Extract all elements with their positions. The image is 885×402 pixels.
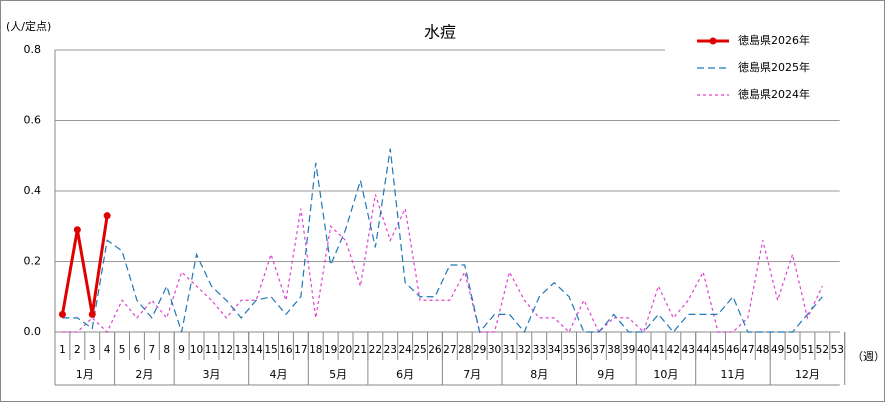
series-line [62, 148, 823, 334]
month-label: 10月 [653, 368, 678, 381]
x-tick-label: 24 [398, 344, 412, 356]
x-tick-label: 49 [771, 344, 784, 356]
x-tick-label: 29 [473, 344, 486, 356]
x-tick-label: 14 [249, 344, 263, 356]
x-tick-label: 18 [309, 344, 322, 356]
month-label: 7月 [463, 368, 481, 381]
x-tick-label: 21 [354, 344, 367, 356]
x-tick-label: 12 [220, 344, 233, 356]
month-label: 2月 [135, 368, 153, 381]
x-tick-label: 19 [324, 344, 337, 356]
x-tick-label: 23 [384, 344, 397, 356]
x-tick-label: 7 [149, 344, 156, 356]
x-tick-label: 13 [235, 344, 248, 356]
x-tick-label: 10 [190, 344, 203, 356]
x-tick-label: 32 [518, 344, 531, 356]
y-tick-label: 0.2 [24, 255, 42, 268]
x-tick-label: 52 [816, 344, 829, 356]
x-tick-label: 26 [428, 344, 442, 356]
y-axis-label: (人/定点) [6, 19, 51, 33]
month-label: 9月 [597, 368, 615, 381]
month-label: 8月 [530, 368, 548, 381]
month-label: 11月 [720, 368, 745, 381]
x-tick-label: 34 [547, 344, 561, 356]
x-tick-label: 28 [458, 344, 471, 356]
x-tick-label: 39 [622, 344, 635, 356]
x-axis-label: （週） [852, 350, 885, 363]
month-label: 1月 [76, 368, 94, 381]
x-tick-label: 25 [413, 344, 426, 356]
x-tick-label: 38 [607, 344, 620, 356]
series-line [62, 194, 823, 334]
x-tick-label: 41 [652, 344, 665, 356]
x-tick-label: 8 [163, 344, 170, 356]
legend-box [665, 26, 845, 108]
x-tick-label: 31 [503, 344, 516, 356]
x-tick-label: 48 [756, 344, 769, 356]
point [88, 310, 96, 318]
x-tick-label: 46 [726, 344, 740, 356]
x-tick-label: 30 [488, 344, 501, 356]
y-tick-label: 0.0 [24, 325, 42, 338]
legend-marker [709, 37, 717, 45]
chart-title: 水痘 [424, 23, 456, 42]
x-tick-label: 20 [339, 344, 352, 356]
x-tick-label: 33 [533, 344, 546, 356]
x-tick-label: 35 [562, 344, 575, 356]
x-tick-label: 42 [667, 344, 680, 356]
x-tick-label: 51 [801, 344, 814, 356]
x-tick-label: 9 [178, 344, 185, 356]
month-label: 4月 [270, 368, 288, 381]
x-tick-label: 1 [59, 344, 66, 356]
x-tick-label: 6 [134, 344, 141, 356]
month-label: 12月 [795, 368, 820, 381]
point [58, 310, 66, 318]
x-tick-label: 16 [279, 344, 293, 356]
legend-label: 徳島県2025年 [738, 60, 810, 74]
y-tick-label: 0.6 [24, 114, 42, 127]
x-tick-label: 11 [205, 344, 218, 356]
x-tick-label: 45 [711, 344, 724, 356]
x-tick-label: 40 [637, 344, 650, 356]
month-label: 5月 [329, 368, 347, 381]
series-line [60, 215, 109, 315]
y-tick-label: 0.4 [24, 184, 42, 197]
x-tick-label: 3 [89, 344, 96, 356]
month-label: 3月 [202, 368, 220, 381]
x-tick-label: 53 [831, 344, 844, 356]
x-tick-label: 50 [786, 344, 799, 356]
legend-label: 徳島県2026年 [738, 33, 810, 47]
x-tick-label: 5 [119, 344, 126, 356]
x-tick-label: 17 [294, 344, 307, 356]
x-tick-label: 2 [74, 344, 81, 356]
point [103, 212, 111, 220]
x-tick-label: 43 [682, 344, 695, 356]
month-label: 6月 [396, 368, 414, 381]
point [73, 226, 81, 234]
x-tick-label: 37 [592, 344, 605, 356]
y-tick-label: 0.8 [24, 43, 42, 56]
x-tick-label: 4 [104, 344, 111, 356]
x-tick-label: 44 [696, 344, 710, 356]
x-tick-label: 36 [577, 344, 591, 356]
x-tick-label: 27 [443, 344, 456, 356]
legend-label: 徳島県2024年 [738, 87, 810, 101]
x-tick-label: 15 [264, 344, 277, 356]
x-tick-label: 47 [741, 344, 754, 356]
x-tick-label: 22 [369, 344, 382, 356]
